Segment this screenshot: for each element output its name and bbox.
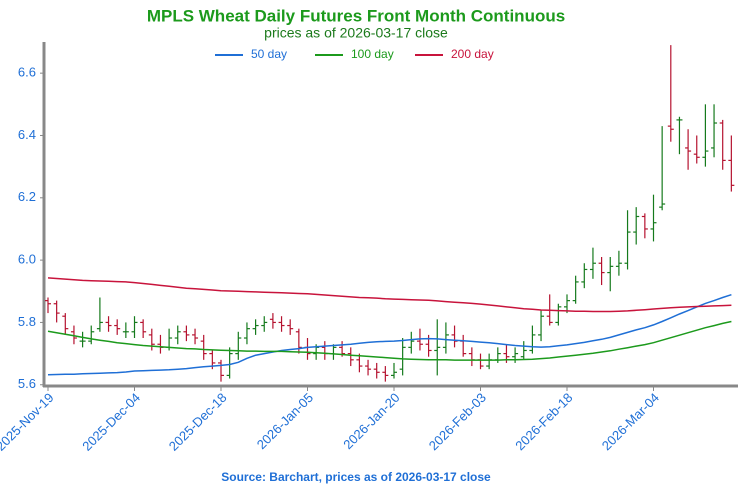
- x-tick-label: 2026-Mar-04: [599, 390, 662, 453]
- y-tick-label: 5.8: [18, 314, 36, 329]
- ma-line: [47, 293, 732, 376]
- y-tick-label: 6.2: [18, 189, 36, 204]
- source-note: Source: Barchart, prices as of 2026-03-1…: [221, 470, 491, 484]
- x-tick-label: 2025-Dec-18: [166, 390, 230, 454]
- y-tick-label: 6.0: [18, 252, 36, 267]
- x-tick-label: 2025-Nov-19: [0, 390, 57, 454]
- chart-subtitle: prices as of 2026-03-17 close: [264, 25, 448, 41]
- x-tick-label: 2025-Dec-04: [79, 390, 143, 454]
- ma-line: [47, 277, 732, 313]
- legend-label: 200 day: [451, 47, 494, 61]
- y-tick-label: 5.6: [18, 376, 36, 391]
- x-tick-label: 2026-Feb-18: [512, 390, 575, 453]
- x-tick-label: 2026-Jan-05: [254, 390, 316, 452]
- x-tick-label: 2026-Feb-03: [426, 390, 489, 453]
- legend-label: 50 day: [251, 47, 287, 61]
- y-tick-label: 6.6: [18, 65, 36, 80]
- x-tick-label: 2026-Jan-20: [340, 390, 402, 452]
- chart-title: MPLS Wheat Daily Futures Front Month Con…: [147, 6, 565, 25]
- legend-label: 100 day: [351, 47, 394, 61]
- y-tick-label: 6.4: [18, 127, 36, 142]
- ma-line: [47, 320, 732, 361]
